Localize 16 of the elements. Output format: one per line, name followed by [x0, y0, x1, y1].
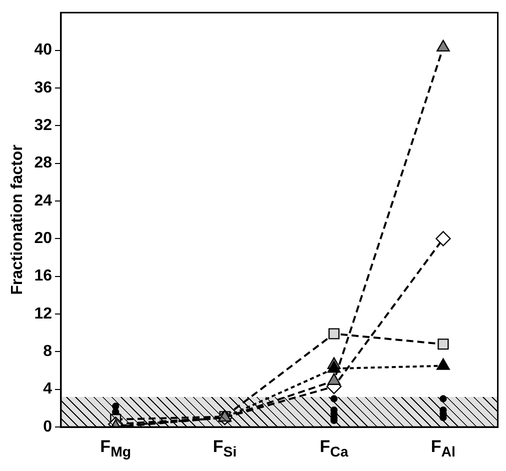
x-tick-label: F$_{Si}$: [212, 437, 237, 460]
y-tick-label: 4: [43, 380, 52, 398]
x-tick-label: F$_{Al}$: [430, 437, 456, 460]
y-axis-title: Fractionation factor: [9, 144, 26, 295]
y-tick-label: 40: [34, 42, 52, 59]
y-tick-label: 8: [43, 343, 52, 360]
y-tick-label: 16: [34, 268, 52, 285]
y-tick-label: 20: [34, 230, 52, 248]
y-tick-label: 0: [43, 418, 52, 436]
x-tick-label: F$_{Ca}$: [320, 437, 348, 460]
y-tick-label: 36: [34, 79, 52, 96]
x-tick-label: F$_{Mg}$: [100, 437, 132, 460]
y-tick-label: 28: [34, 154, 52, 172]
y-tick-label: 24: [34, 192, 52, 210]
y-tick-label: 32: [34, 117, 52, 134]
y-tick-label: 12: [34, 305, 52, 322]
